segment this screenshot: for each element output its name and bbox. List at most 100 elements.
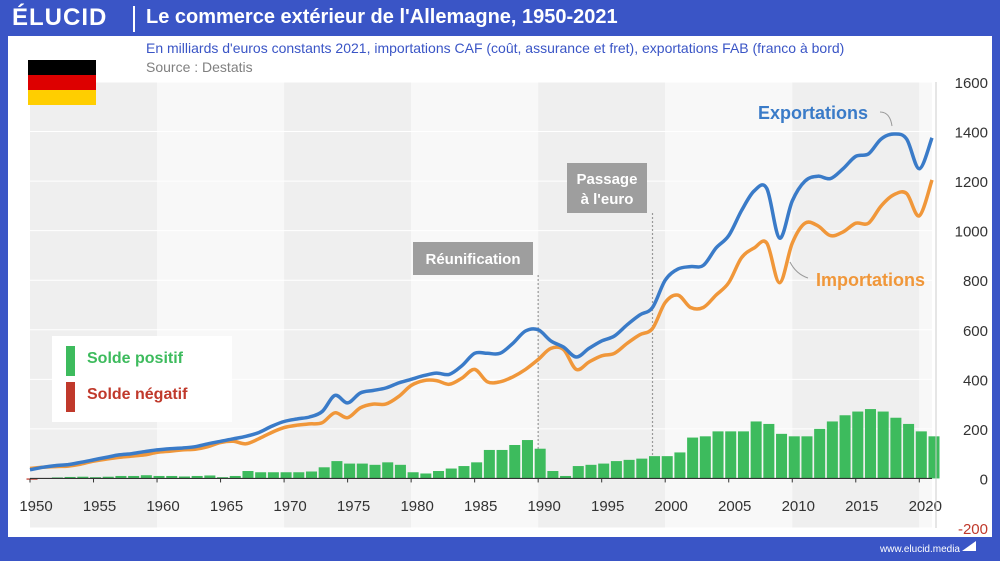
flag-stripe-gold <box>28 90 96 105</box>
balance-bar <box>801 436 813 479</box>
grid-bands <box>30 82 932 528</box>
balance-bar <box>305 471 318 479</box>
balance-bar <box>318 467 330 479</box>
balance-bar <box>26 478 38 480</box>
reunification-annotation: Réunification <box>413 242 533 275</box>
germany-flag-icon <box>28 60 96 105</box>
x-tick-label: 1995 <box>591 498 624 515</box>
balance-bar <box>445 468 457 479</box>
balance-bar <box>699 436 711 479</box>
balance-bar <box>394 464 406 479</box>
euro-label-box <box>567 163 647 213</box>
header-bar: ÉLUCID Le commerce extérieur de l'Allema… <box>0 0 1000 36</box>
annotation-lines <box>537 213 654 479</box>
euro-label-line2: à l'euro <box>581 191 634 208</box>
balance-bar <box>509 444 521 479</box>
balance-bar <box>712 431 724 479</box>
x-tick-label: 2020 <box>909 498 942 515</box>
x-tick-label: 2010 <box>782 498 815 515</box>
balance-bar <box>852 411 864 479</box>
balance-bar <box>458 466 470 479</box>
x-tick-labels: 1950 1955 1960 1965 1970 1975 1980 1985 1990 1995… <box>19 478 942 515</box>
balance-bar <box>166 475 178 479</box>
legend-negative-swatch <box>66 382 75 412</box>
balance-bar <box>128 475 140 479</box>
balance-bar <box>636 458 648 479</box>
balance-bar <box>737 431 749 479</box>
balance-bar <box>140 475 152 479</box>
page-title: Le commerce extérieur de l'Allemagne, 19… <box>146 6 618 28</box>
balance-bar <box>356 463 368 479</box>
balance-bar <box>623 459 635 479</box>
y-tick-label: 800 <box>963 273 988 290</box>
balance-bar <box>496 449 508 479</box>
balance-bar <box>242 471 254 479</box>
balance-bar <box>433 471 445 479</box>
x-tick-label: 1985 <box>464 498 497 515</box>
balance-bar <box>521 440 533 479</box>
grid-band <box>284 82 412 528</box>
balance-bar <box>598 463 610 479</box>
y-tick-labels: -200 0 200 400 600 800 1000 1200 1400 1600 <box>935 75 988 538</box>
balance-bar <box>877 411 889 479</box>
imports-label-leader <box>789 261 809 279</box>
exports-series-line <box>29 132 934 472</box>
balance-bar <box>382 462 394 479</box>
legend: Solde positif Solde négatif <box>52 336 232 422</box>
balance-bar <box>661 456 673 479</box>
exports-label-leader <box>879 111 893 127</box>
balance-bar <box>115 475 127 479</box>
balance-bar <box>928 436 940 479</box>
x-tick-label: 1955 <box>83 498 116 515</box>
x-tick-label: 1980 <box>400 498 433 515</box>
exports-series-label: Exportations <box>758 103 868 123</box>
y-tick-label: 200 <box>963 422 988 439</box>
balance-bars <box>26 409 940 480</box>
x-tick-label: 1975 <box>337 498 370 515</box>
flag-stripe-black <box>28 60 96 75</box>
balance-bar <box>102 476 114 479</box>
balance-bar <box>77 476 89 479</box>
chart-source: Source : Destatis <box>146 59 253 75</box>
legend-positive-swatch <box>66 346 75 376</box>
legend-negative-label: Solde négatif <box>87 386 188 403</box>
x-tick-label: 1970 <box>273 498 306 515</box>
balance-bar <box>280 472 292 479</box>
y-tick-label: 1200 <box>955 174 988 191</box>
balance-bar <box>483 449 495 479</box>
balance-bar <box>674 452 686 479</box>
imports-series-label: Importations <box>816 270 925 290</box>
balance-bar <box>725 431 737 479</box>
balance-bar <box>407 472 419 479</box>
reunification-label: Réunification <box>425 251 520 268</box>
balance-bar <box>776 433 788 479</box>
balance-bar <box>826 421 838 479</box>
balance-bar <box>420 473 432 479</box>
imports-series-line <box>29 179 934 471</box>
balance-bar <box>344 463 356 479</box>
y-tick-label: 1000 <box>955 224 988 241</box>
balance-bar <box>903 423 915 479</box>
x-tick-label: 1990 <box>527 498 560 515</box>
balance-bar <box>788 436 800 479</box>
y-tick-label: 600 <box>963 323 988 340</box>
balance-bar <box>687 437 699 479</box>
x-tick-label: 2015 <box>845 498 878 515</box>
balance-bar <box>763 423 775 479</box>
grid-band <box>538 82 666 528</box>
balance-bar <box>153 475 165 479</box>
chart-subtitle: En milliards d'euros constants 2021, imp… <box>146 40 845 56</box>
balance-bar <box>369 464 381 479</box>
y-tick-label: 400 <box>963 372 988 389</box>
balance-bar <box>331 461 343 479</box>
balance-bar <box>229 475 241 479</box>
balance-bar <box>267 472 279 479</box>
balance-bar <box>471 462 483 479</box>
x-tick-label: 2005 <box>718 498 751 515</box>
balance-bar <box>255 472 267 479</box>
balance-bar <box>890 417 902 479</box>
euro-label-line1: Passage <box>577 171 638 188</box>
balance-bar <box>750 421 762 479</box>
balance-bar <box>915 431 927 479</box>
